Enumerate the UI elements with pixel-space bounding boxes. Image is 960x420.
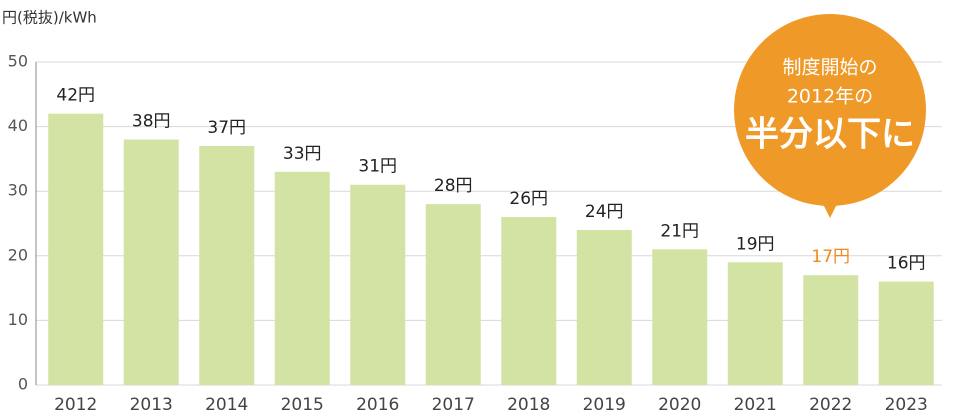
y-tick-label: 50 [8,52,28,71]
x-tick-label: 2017 [432,395,475,415]
y-tick-label: 10 [8,310,28,329]
bar [878,281,934,385]
bar [727,262,783,385]
callout-text: 制度開始の [782,57,877,79]
x-tick-label: 2019 [583,395,626,415]
x-tick-label: 2016 [356,395,399,415]
bar [501,217,557,385]
value-label: 21円 [660,221,699,241]
x-tick-label: 2022 [809,395,852,415]
bar [425,204,481,385]
y-tick-label: 30 [8,181,28,200]
value-label: 28円 [434,176,473,196]
x-tick-label: 2021 [734,395,777,415]
callout-bubble [734,14,926,206]
y-tick-label: 20 [8,245,28,264]
value-label: 42円 [56,86,95,106]
callout-text: 2012年の [787,86,873,108]
y-axis-label: 円(税抜)/kWh [2,9,97,27]
value-label: 38円 [132,112,171,132]
callout-emphasis: 半分以下に [745,115,915,155]
y-tick-label: 40 [8,116,28,135]
y-tick-label: 0 [18,375,28,394]
value-label: 16円 [887,254,926,274]
bar [350,184,406,385]
bar [199,145,255,385]
x-tick-label: 2018 [507,395,550,415]
x-tick-label: 2020 [658,395,701,415]
bar [48,113,104,386]
bar [123,139,179,385]
x-tick-label: 2023 [885,395,928,415]
x-tick-label: 2013 [130,395,173,415]
value-label: 37円 [207,118,246,138]
x-tick-label: 2014 [205,395,248,415]
bar [652,249,708,385]
value-label: 31円 [358,157,397,177]
callout-pointer [821,200,839,218]
value-label: 24円 [585,202,624,222]
value-label: 17円 [811,247,850,267]
x-tick-label: 2012 [54,395,97,415]
value-label: 19円 [736,234,775,254]
bar [576,229,632,385]
bar [274,171,330,385]
value-label: 26円 [509,189,548,209]
x-tick-label: 2015 [281,395,324,415]
bar [803,275,859,385]
value-label: 33円 [283,144,322,164]
